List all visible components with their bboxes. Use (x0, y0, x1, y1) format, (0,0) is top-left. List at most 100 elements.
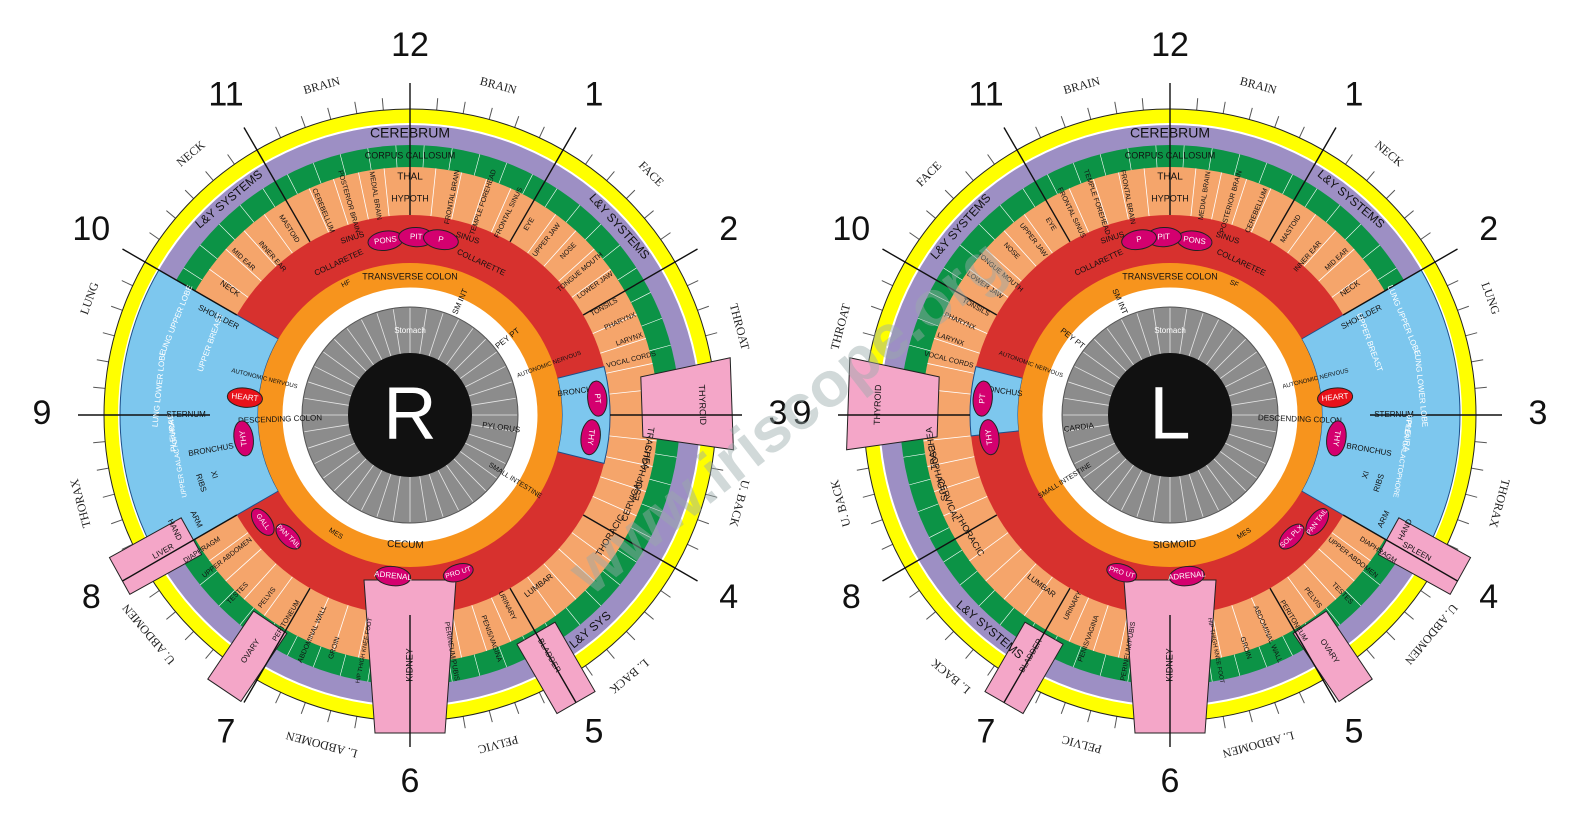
tick (111, 519, 123, 525)
zone-divider (430, 168, 437, 217)
zone-divider (1233, 154, 1241, 176)
tick (1420, 232, 1431, 240)
zone-label: Stomach (1154, 326, 1186, 335)
tick (1274, 702, 1280, 714)
zone-divider (239, 204, 255, 223)
zone-divider (909, 344, 931, 352)
zone-divider (1331, 268, 1371, 298)
zone-label: Stomach (394, 326, 426, 335)
zone-divider (1003, 563, 1037, 600)
tick (102, 332, 115, 337)
hour-line (243, 587, 311, 703)
zone-label: PT (977, 393, 987, 404)
clock-number: 4 (719, 578, 738, 616)
iris-fiber (468, 433, 512, 449)
zone-divider (522, 174, 533, 195)
tick (626, 189, 636, 199)
zone-divider (490, 597, 512, 642)
zone-divider (923, 435, 972, 442)
tick (166, 210, 176, 219)
zone-divider (1250, 188, 1272, 233)
zone-divider (243, 230, 277, 267)
zone-label: THYROID (697, 384, 708, 425)
tick (1060, 116, 1066, 128)
organ-blob (587, 380, 608, 417)
tick (644, 210, 654, 219)
iris-fiber (437, 319, 459, 360)
tick (1222, 716, 1226, 729)
iris-fiber (1074, 366, 1115, 388)
zone-divider (225, 548, 262, 582)
tick (1471, 359, 1484, 363)
clock-number: 6 (1161, 762, 1180, 800)
iris-fiber (314, 366, 355, 388)
zone-divider (903, 453, 926, 458)
iris-fiber (1206, 464, 1234, 502)
clock-number: 7 (977, 713, 996, 751)
zone-divider (1118, 172, 1129, 220)
region-label: BRAIN (1238, 74, 1278, 97)
iris-fiber (1219, 451, 1257, 479)
iris-fiber (334, 458, 367, 491)
region-label: THORAX (67, 477, 94, 529)
zone-divider (1303, 230, 1337, 267)
tick (300, 702, 306, 714)
iris-fiber (1231, 397, 1276, 406)
tick (687, 280, 699, 287)
zone-divider (1377, 267, 1397, 281)
clock-number: 4 (1479, 578, 1498, 616)
tick (1274, 116, 1280, 128)
clock-number: 6 (401, 762, 420, 800)
zone-divider (978, 223, 995, 240)
iris-fiber (465, 442, 506, 464)
zone-divider (934, 476, 980, 493)
zone-divider (1068, 188, 1090, 233)
tick (881, 280, 893, 287)
region-label: LUNG (1478, 280, 1503, 316)
zone-label: ADRENAL (374, 569, 413, 582)
tick (585, 665, 593, 676)
iris-fiber (1083, 351, 1121, 379)
iris-fiber (1197, 470, 1219, 511)
zone-divider (654, 453, 677, 458)
tick (944, 189, 954, 199)
tick (705, 493, 718, 498)
zone-divider (1023, 214, 1053, 254)
tick (488, 107, 493, 120)
zone-label: PLEURA (1402, 419, 1414, 452)
region-label: L. ABDOMEN (284, 728, 359, 761)
tick (205, 649, 214, 659)
iris-fiber (1152, 309, 1161, 354)
zone-divider (1318, 548, 1355, 582)
iris-fiber (1188, 313, 1204, 357)
zone-divider (558, 248, 595, 282)
iris-fiber (308, 381, 352, 397)
iris-fiber (1068, 381, 1112, 397)
region-label: BRAIN (1062, 74, 1102, 97)
tick (965, 649, 974, 659)
zone-divider (1068, 597, 1090, 642)
iris-fiber (419, 476, 428, 521)
clock-number: 9 (33, 394, 52, 432)
organ-blob (1317, 387, 1354, 408)
iris-fiber (1152, 476, 1161, 521)
hour-line (1342, 514, 1458, 582)
zone-label: PT (593, 393, 603, 404)
zone-divider (225, 248, 262, 282)
iris-fiber (1106, 464, 1134, 502)
tick (697, 519, 709, 525)
iris-fiber (1228, 433, 1272, 449)
iris-fiber (304, 397, 349, 406)
zone-divider (959, 244, 978, 260)
tick (1471, 467, 1484, 471)
zone-divider (209, 532, 249, 562)
iris-fiber (1179, 476, 1188, 521)
tick (1457, 519, 1469, 525)
zone-divider (332, 605, 349, 651)
zone-divider (199, 244, 218, 260)
iris-fiber (1219, 351, 1257, 379)
tick (1035, 692, 1042, 704)
zone-divider (917, 317, 939, 327)
zone-divider (1362, 570, 1381, 586)
